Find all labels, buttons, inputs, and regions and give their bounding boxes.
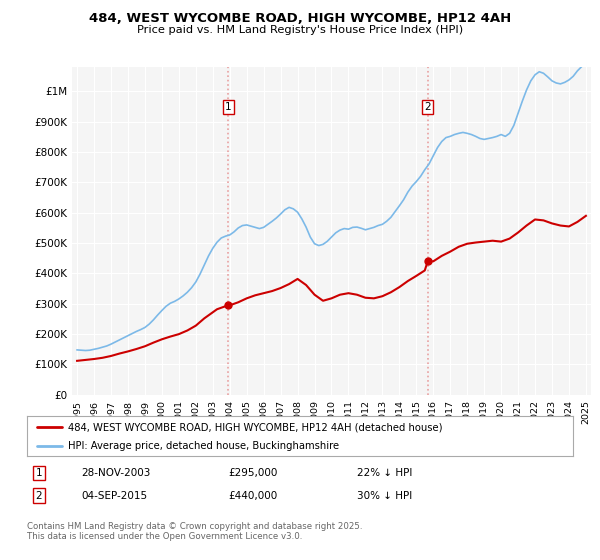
Text: Price paid vs. HM Land Registry's House Price Index (HPI): Price paid vs. HM Land Registry's House … [137, 25, 463, 35]
Text: 1: 1 [225, 101, 232, 111]
Text: 28-NOV-2003: 28-NOV-2003 [81, 468, 151, 478]
Text: 1: 1 [35, 468, 43, 478]
Text: 2: 2 [35, 491, 43, 501]
Text: £440,000: £440,000 [228, 491, 277, 501]
Text: 484, WEST WYCOMBE ROAD, HIGH WYCOMBE, HP12 4AH: 484, WEST WYCOMBE ROAD, HIGH WYCOMBE, HP… [89, 12, 511, 25]
Text: 04-SEP-2015: 04-SEP-2015 [81, 491, 147, 501]
Text: 484, WEST WYCOMBE ROAD, HIGH WYCOMBE, HP12 4AH (detached house): 484, WEST WYCOMBE ROAD, HIGH WYCOMBE, HP… [68, 422, 442, 432]
Text: 30% ↓ HPI: 30% ↓ HPI [357, 491, 412, 501]
Text: HPI: Average price, detached house, Buckinghamshire: HPI: Average price, detached house, Buck… [68, 441, 339, 451]
Text: 22% ↓ HPI: 22% ↓ HPI [357, 468, 412, 478]
Text: Contains HM Land Registry data © Crown copyright and database right 2025.
This d: Contains HM Land Registry data © Crown c… [27, 522, 362, 542]
Text: 2: 2 [424, 101, 431, 111]
Text: £295,000: £295,000 [228, 468, 277, 478]
